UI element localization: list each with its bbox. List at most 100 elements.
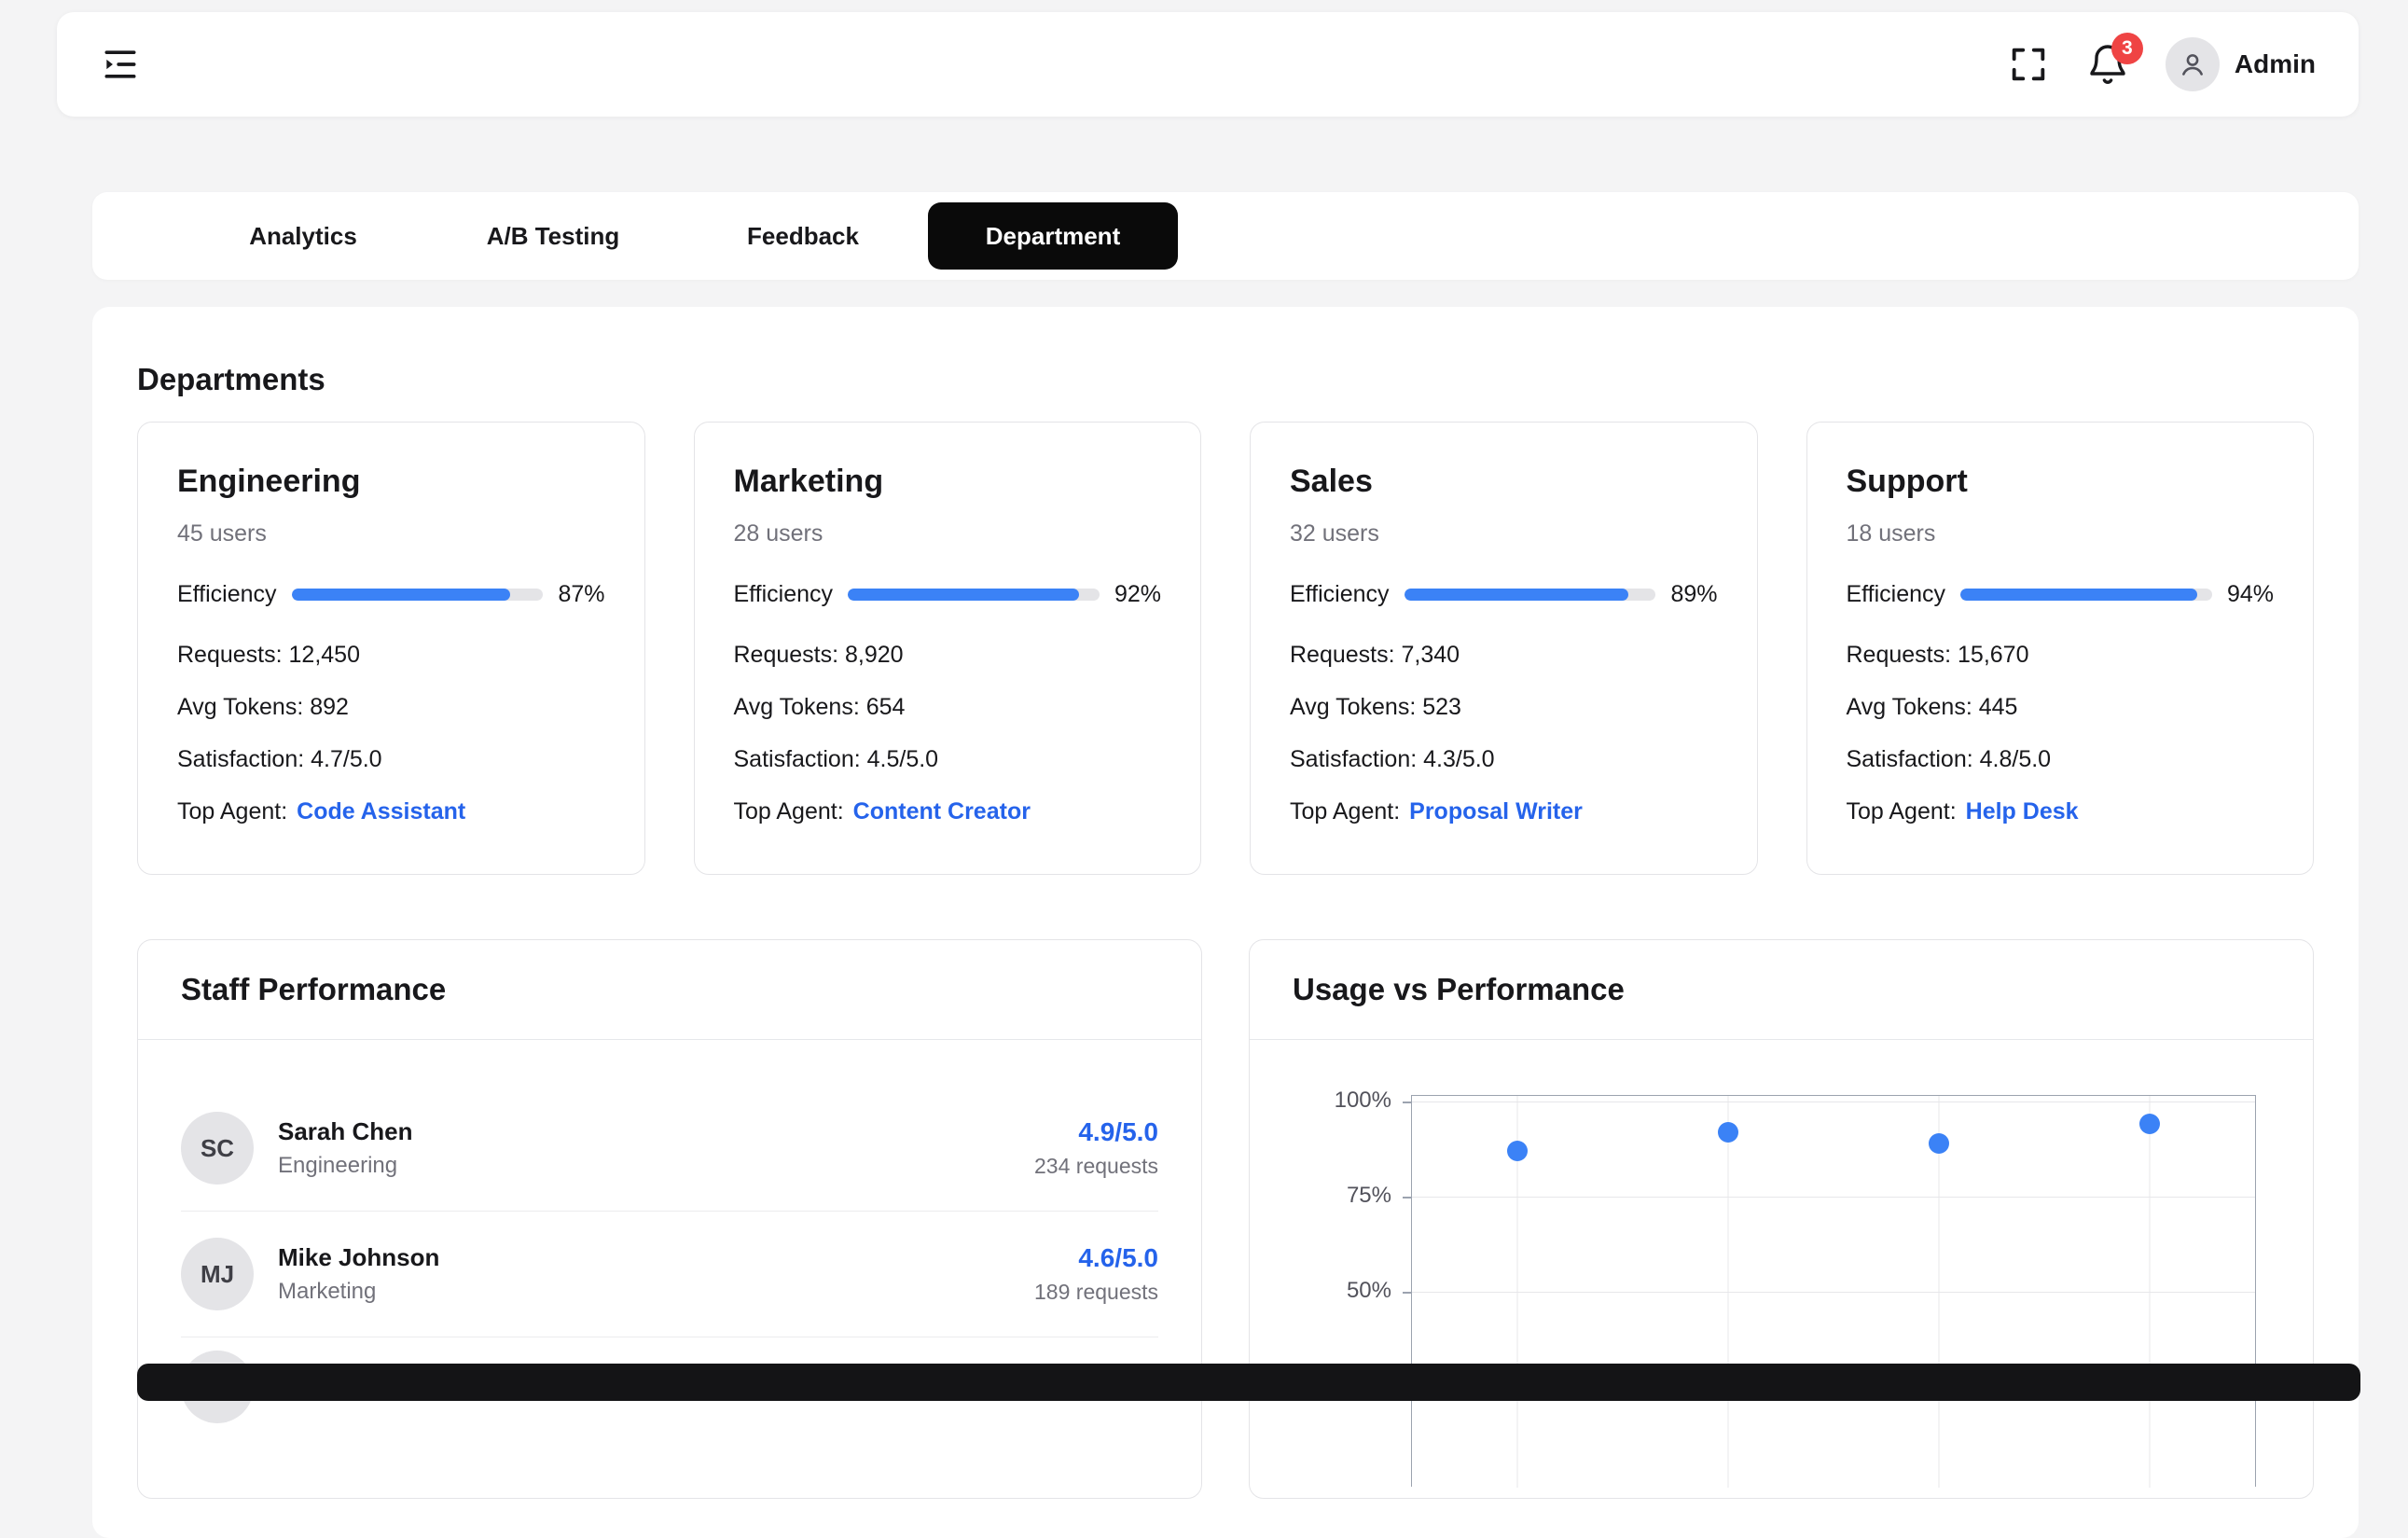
tab-ab-testing[interactable]: A/B Testing [486,221,620,250]
vertical-gridline [1727,1096,1729,1488]
scatter-point [1718,1121,1738,1143]
usage-performance-chart: 100% 75% 50% [1293,1088,2256,1488]
efficiency-row: Efficiency 89% [1290,581,1718,608]
satisfaction-stat: Satisfaction: 4.5/5.0 [733,746,939,772]
scatter-point [1507,1141,1528,1162]
top-agent-link[interactable]: Content Creator [852,798,1031,824]
efficiency-row: Efficiency 87% [177,581,605,608]
horizontal-gridline [1412,1292,2255,1293]
fullscreen-icon [2012,48,2045,81]
top-agent-link[interactable]: Proposal Writer [1409,798,1583,824]
requests-stat: Requests: 7,340 [1290,642,1460,668]
top-header: 3 Admin [57,12,2359,117]
efficiency-row: Efficiency 94% [1847,581,2275,608]
avg-tokens-stat: Avg Tokens: 654 [733,694,906,720]
efficiency-progress-bar [1960,589,2212,601]
avg-tokens-stat: Avg Tokens: 892 [177,694,349,720]
satisfaction-stat: Satisfaction: 4.8/5.0 [1846,746,2052,772]
y-axis-tick [1403,1197,1412,1199]
department-card-engineering: Engineering 45 users Efficiency 87% Requ… [137,422,645,875]
efficiency-label: Efficiency [177,581,277,607]
top-agent-link[interactable]: Help Desk [1965,798,2079,824]
requests-stat: Requests: 8,920 [733,642,904,668]
efficiency-progress-fill [291,589,511,601]
department-card-support: Support 18 users Efficiency 94% Requests… [1806,422,2314,875]
efficiency-progress-fill [1404,589,1628,601]
vertical-gridline [1938,1096,1940,1488]
staff-row: MJ Mike Johnson Marketing 4.6/5.0 189 re… [181,1212,1158,1337]
chart-y-axis-labels: 100% 75% 50% [1293,1088,1403,1403]
staff-info: Mike Johnson Marketing [278,1243,1010,1305]
scatter-point [1929,1132,1949,1154]
scatter-plot-area [1403,1095,2256,1488]
staff-performance-title: Staff Performance [138,940,1201,1040]
horizontal-gridline [1412,1197,2255,1198]
efficiency-progress-fill [1960,589,2197,601]
staff-metrics: 4.9/5.0 234 requests [1034,1117,1158,1179]
top-agent-label: Top Agent: [733,798,844,824]
efficiency-label: Efficiency [1290,581,1390,607]
efficiency-label: Efficiency [1846,581,1946,607]
y-axis-tick [1403,1102,1412,1103]
department-name: Support [1846,464,1968,499]
top-agent-link[interactable]: Code Assistant [297,798,466,824]
satisfaction-stat: Satisfaction: 4.7/5.0 [177,746,382,772]
staff-info: Sarah Chen Engineering [278,1117,1010,1179]
avg-tokens-stat: Avg Tokens: 523 [1290,694,1461,720]
department-card-marketing: Marketing 28 users Efficiency 92% Reques… [693,422,1201,875]
efficiency-value: 89% [1670,581,1718,607]
requests-stat: Requests: 12,450 [177,642,360,668]
vertical-gridline [2149,1096,2151,1488]
staff-avatar: MJ [181,1238,254,1310]
avg-tokens-stat: Avg Tokens: 445 [1846,694,2018,720]
staff-request-count: 189 requests [1034,1280,1158,1304]
top-agent-label: Top Agent: [177,798,288,824]
usage-performance-title: Usage vs Performance [1250,940,2313,1040]
tab-feedback[interactable]: Feedback [747,221,859,250]
top-agent-label: Top Agent: [1846,798,1957,824]
tab-department[interactable]: Department [928,202,1178,270]
y-axis-tick-label: 75% [1346,1183,1391,1208]
staff-performance-card: Staff Performance SC Sarah Chen Engineer… [137,939,1202,1499]
top-agent-stat: Top Agent: Content Creator [734,798,1162,825]
efficiency-progress-fill [848,589,1080,601]
y-axis-tick [1403,1292,1412,1294]
department-user-count: 32 users [1290,520,1379,547]
department-name: Marketing [733,464,884,499]
tab-analytics[interactable]: Analytics [249,221,357,250]
department-cards: Engineering 45 users Efficiency 87% Requ… [137,422,2314,875]
user-name-label: Admin [2234,49,2316,78]
staff-department: Marketing [278,1279,377,1304]
user-avatar [2165,37,2220,91]
department-user-count: 28 users [733,520,823,547]
efficiency-value: 92% [1114,581,1161,607]
top-agent-label: Top Agent: [1290,798,1401,824]
departments-heading: Departments [137,362,325,396]
person-icon [2181,54,2203,76]
efficiency-value: 94% [2226,581,2274,607]
staff-row: SC Sarah Chen Engineering 4.9/5.0 234 re… [181,1086,1158,1212]
department-name: Engineering [177,464,361,499]
bottom-panels: Staff Performance SC Sarah Chen Engineer… [137,939,2314,1499]
staff-name: Mike Johnson [278,1243,440,1271]
top-agent-stat: Top Agent: Proposal Writer [1290,798,1718,825]
user-menu[interactable]: Admin [2165,37,2316,91]
department-name: Sales [1290,464,1373,499]
staff-rating: 4.6/5.0 [1078,1243,1158,1272]
department-panel: Departments Engineering 45 users Efficie… [92,307,2359,1538]
requests-stat: Requests: 15,670 [1846,642,2029,668]
efficiency-label: Efficiency [733,581,834,607]
department-user-count: 45 users [177,520,267,547]
sidebar-toggle-button[interactable] [100,44,141,85]
notifications-button[interactable]: 3 [2085,33,2143,87]
fullscreen-button[interactable] [2007,43,2050,86]
notification-badge: 3 [2110,33,2143,64]
y-axis-tick-label: 50% [1346,1278,1391,1303]
efficiency-row: Efficiency 92% [734,581,1162,608]
efficiency-value: 87% [558,581,605,607]
bottom-dark-bar [137,1364,2360,1401]
y-axis-tick-label: 100% [1334,1088,1391,1113]
department-card-sales: Sales 32 users Efficiency 89% Requests: … [1250,422,1758,875]
efficiency-progress-bar [1404,589,1656,601]
vertical-gridline [1516,1096,1518,1488]
